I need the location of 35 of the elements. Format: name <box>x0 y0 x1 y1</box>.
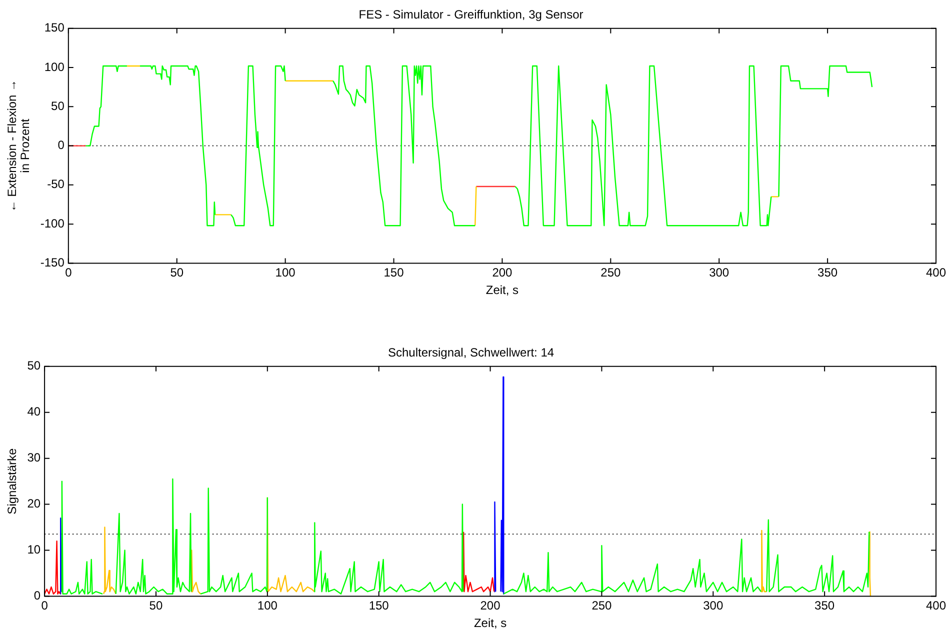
y-tick-label: 0 <box>34 588 41 603</box>
x-tick-label: 350 <box>814 598 835 613</box>
x-tick-label: 50 <box>170 266 184 280</box>
y-tick-label: -150 <box>40 256 65 270</box>
x-tick-label: 400 <box>926 598 946 613</box>
x-tick-label: 100 <box>257 598 278 613</box>
y-axis-title: Signalstärke <box>4 448 19 514</box>
x-tick-label: 200 <box>480 598 501 613</box>
x-tick-label: 150 <box>384 266 404 280</box>
x-tick-label: 300 <box>709 266 730 280</box>
x-tick-label: 50 <box>149 598 163 613</box>
x-tick-label: 300 <box>703 598 724 613</box>
x-tick-label: 250 <box>592 598 612 613</box>
chart-title: FES - Simulator - Greiffunktion, 3g Sensor <box>358 8 584 22</box>
x-tick-label: 150 <box>368 598 390 613</box>
y-tick-label: 20 <box>27 496 41 511</box>
x-tick-label: 400 <box>926 266 946 280</box>
y-tick-label: 150 <box>44 20 65 35</box>
y-tick-label: -50 <box>47 177 65 192</box>
x-tick-label: 100 <box>275 266 296 280</box>
y-tick-label: 0 <box>58 138 65 152</box>
y-tick-label: 10 <box>27 542 41 557</box>
y-tick-label: 50 <box>27 358 41 373</box>
x-tick-label: 350 <box>818 266 838 280</box>
x-tick-label: 200 <box>492 266 513 280</box>
y-tick-label: 100 <box>44 60 65 74</box>
x-tick-label: 250 <box>600 266 621 280</box>
y-tick-label: 50 <box>51 98 65 113</box>
y-tick-label: -100 <box>40 216 65 230</box>
y-tick-label: 40 <box>27 404 41 419</box>
x-axis-title: Zeit, s <box>474 616 507 630</box>
x-axis-title: Zeit, s <box>486 283 519 298</box>
chart-title: Schultersignal, Schwellwert: 14 <box>388 346 554 360</box>
y-axis-title: ← Extension - Flexion → in Prozent <box>4 79 32 212</box>
y-tick-label: 30 <box>27 450 41 465</box>
